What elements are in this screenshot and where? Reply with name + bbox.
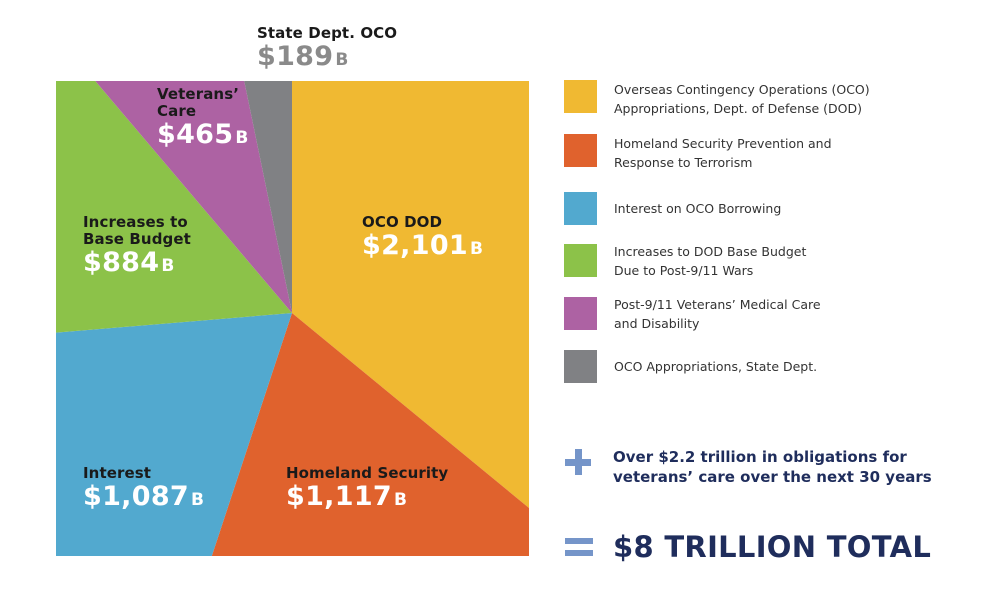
- slice-state: [244, 81, 292, 313]
- label-state-dept: State Dept. OCO $189 B: [257, 25, 397, 72]
- grand-total: $8 TRILLION TOTAL: [565, 528, 975, 568]
- legend-swatch: [564, 80, 597, 113]
- slice-veterans: [95, 81, 292, 313]
- slice-interest: [56, 313, 292, 556]
- label-interest-name: Interest: [83, 464, 152, 482]
- label-homeland-name: Homeland Security: [286, 464, 449, 482]
- legend-text-line1: OCO Appropriations, State Dept.: [614, 359, 818, 374]
- label-state-dept-name: State Dept. OCO: [257, 24, 398, 42]
- label-base-budget: Increases to Base Budget $884 B: [83, 214, 191, 278]
- label-oco-dod: OCO DOD $2,101 B: [362, 214, 483, 261]
- label-state-dept-value: $189 B: [257, 40, 349, 72]
- slice-oco_dod: [292, 81, 529, 508]
- note-line1: Over $2.2 trillion in obligations for: [613, 448, 907, 466]
- plus-icon: [565, 449, 591, 475]
- total-text: $8 TRILLION TOTAL: [613, 530, 932, 564]
- legend-swatch: [564, 244, 597, 277]
- label-veterans-name-2: Care: [157, 101, 197, 120]
- label-oco-dod-name: OCO DOD: [362, 213, 443, 231]
- label-veterans-value: $465 B: [157, 118, 249, 150]
- legend-swatch: [564, 192, 597, 225]
- label-veterans-name-1: Veterans’: [157, 85, 240, 103]
- legend-text-line1: Overseas Contingency Operations (OCO): [614, 82, 870, 97]
- legend-text-line2: and Disability: [614, 316, 700, 331]
- label-oco-dod-value: $2,101 B: [362, 229, 484, 261]
- legend-text-line1: Homeland Security Prevention and: [614, 136, 832, 151]
- slice-base_budget: [56, 81, 292, 333]
- label-base-budget-value: $884 B: [83, 246, 175, 278]
- label-base-budget-name-2: Base Budget: [83, 229, 191, 248]
- legend-swatch: [564, 297, 597, 330]
- legend-swatch: [564, 134, 597, 167]
- legend-text-line2: Response to Terrorism: [614, 155, 753, 170]
- legend-text-line1: Interest on OCO Borrowing: [614, 201, 782, 216]
- legend-text-line1: Increases to DOD Base Budget: [614, 244, 807, 259]
- note-line2: veterans’ care over the next 30 years: [613, 468, 932, 486]
- legend-swatch: [564, 350, 597, 383]
- legend-text-line2: Due to Post-9/11 Wars: [614, 263, 754, 278]
- label-homeland-value: $1,117 B: [286, 480, 408, 512]
- slice-homeland: [211, 313, 530, 556]
- label-homeland-security: Homeland Security $1,117 B: [286, 465, 448, 512]
- legend-text-line1: Post-9/11 Veterans’ Medical Care: [614, 297, 821, 312]
- label-base-budget-name-1: Increases to: [83, 213, 188, 231]
- label-veterans-care: Veterans’ Care $465 B: [157, 86, 249, 150]
- legend-text-line2: Appropriations, Dept. of Defense (DOD): [614, 101, 863, 116]
- label-interest: Interest $1,087 B: [83, 465, 204, 512]
- label-interest-value: $1,087 B: [83, 480, 205, 512]
